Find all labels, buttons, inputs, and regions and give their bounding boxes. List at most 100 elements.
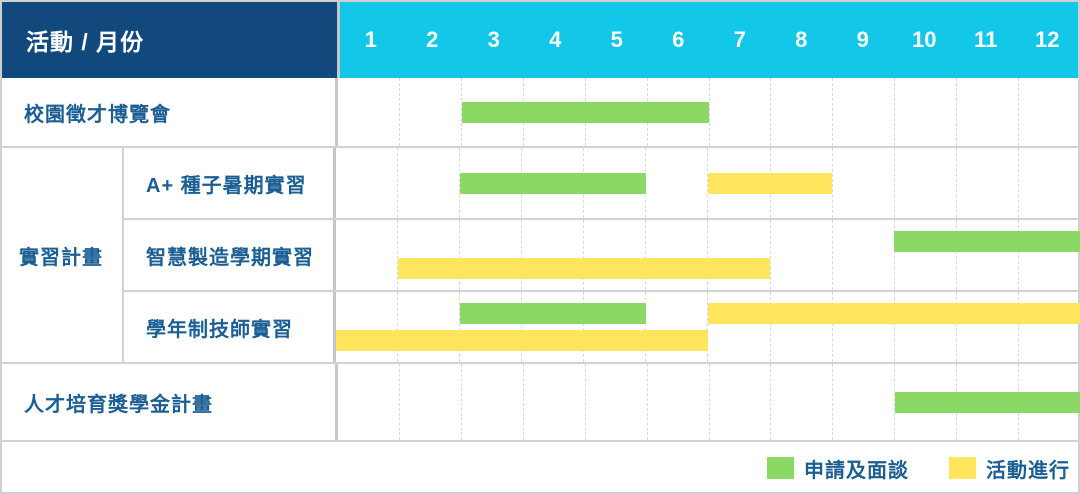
month-column: [522, 292, 585, 362]
month-column: [833, 148, 895, 218]
month-column: [833, 292, 895, 362]
month-column: [646, 292, 709, 362]
month-column: [710, 78, 772, 146]
month-header: 1 2 3 4 5 6 7 8 9 10 11 12: [340, 2, 1078, 78]
gantt-area-summer-internship: [336, 148, 1080, 218]
bar-lane: [336, 172, 1080, 194]
row-label-scholarship: 人才培育獎學金計畫: [0, 364, 338, 440]
month-label-4: 4: [549, 27, 562, 52]
month-column: [710, 364, 772, 440]
month-column: [398, 148, 461, 218]
month-column: [584, 292, 647, 362]
month-column: [398, 220, 461, 290]
month-label-12: 12: [1035, 27, 1060, 52]
row-campus-fair: 校園徵才博覽會: [0, 78, 1080, 148]
bar-lanes: [336, 292, 1080, 362]
bar-lane: [336, 303, 1080, 324]
legend-label-green: 申請及面談: [804, 459, 909, 482]
month-label-11: 11: [974, 27, 998, 52]
gantt-area-yearlong-internship: [336, 292, 1080, 362]
month-column: [708, 292, 771, 362]
month-column: [338, 78, 400, 146]
bar-lanes: [338, 78, 1080, 146]
month-label-3: 3: [487, 27, 500, 52]
corner-header-cell: 活動 / 月份: [2, 2, 340, 78]
bar-lanes: [336, 148, 1080, 218]
month-column: [336, 220, 399, 290]
row-semester-internship: 智慧製造學期實習: [124, 220, 1080, 292]
month-column: [771, 148, 833, 218]
month-label-10: 10: [912, 27, 937, 52]
bar-activity-ongoing: [336, 330, 708, 351]
bar-apply-interview: [894, 231, 1080, 252]
bar-apply-interview: [460, 303, 646, 324]
month-label-7: 7: [733, 27, 746, 52]
month-column: [400, 78, 462, 146]
month-label-2: 2: [426, 27, 439, 52]
month-column: [957, 148, 1019, 218]
bar-activity-ongoing: [398, 258, 770, 279]
month-column: [338, 364, 400, 440]
month-column: [895, 292, 957, 362]
chart-body: 校園徵才博覽會 實習計畫 A+ 種子暑期實習 智慧製造學期實習: [0, 78, 1080, 442]
gantt-area-campus-fair: [338, 78, 1080, 146]
month-label-1: 1: [364, 27, 377, 52]
month-column: [648, 364, 710, 440]
month-column: [336, 148, 399, 218]
bar-lane: [336, 330, 1080, 351]
month-label-5: 5: [610, 27, 623, 52]
month-column: [336, 292, 399, 362]
month-column: [957, 292, 1019, 362]
month-column: [460, 292, 523, 362]
month-gridlines: [336, 292, 1080, 362]
legend-row: 申請及面談 活動進行: [0, 442, 1080, 494]
month-column: [584, 220, 647, 290]
month-column: [462, 364, 524, 440]
month-column: [646, 148, 709, 218]
gantt-area-scholarship: [338, 364, 1080, 440]
month-label-8: 8: [795, 27, 808, 52]
group-label-internship: 實習計畫: [0, 148, 124, 364]
month-label-9: 9: [856, 27, 869, 52]
bar-activity-ongoing: [708, 303, 1080, 324]
legend-label-yellow: 活動進行: [986, 459, 1070, 482]
month-column: [398, 292, 461, 362]
month-column: [771, 364, 834, 440]
bar-apply-interview: [460, 172, 646, 194]
month-column: [957, 78, 1020, 146]
legend-item-green: 申請及面談: [767, 454, 909, 483]
month-column: [646, 220, 709, 290]
month-column: [460, 220, 523, 290]
legend-swatch-green: [767, 457, 794, 479]
month-label-6: 6: [672, 27, 685, 52]
bar-lane: [338, 101, 1080, 123]
row-label-campus-fair: 校園徵才博覽會: [0, 78, 338, 146]
month-column: [522, 220, 585, 290]
month-column: [895, 148, 957, 218]
month-column: [524, 364, 586, 440]
row-scholarship: 人才培育獎學金計畫: [0, 364, 1080, 442]
legend-swatch-yellow: [949, 457, 976, 479]
month-gridlines: [336, 220, 1080, 290]
bar-apply-interview: [461, 101, 709, 123]
bar-apply-interview: [894, 391, 1080, 413]
month-column: [771, 292, 833, 362]
group-internship-band: 實習計畫 A+ 種子暑期實習 智慧製造學期實習 學: [0, 148, 1080, 364]
month-column: [771, 220, 833, 290]
bar-lane: [336, 231, 1080, 252]
month-column: [586, 364, 648, 440]
row-label-summer-internship: A+ 種子暑期實習: [124, 148, 336, 218]
row-label-yearlong-internship: 學年制技師實習: [124, 292, 336, 362]
internship-subrows: A+ 種子暑期實習 智慧製造學期實習 學年制技師實習: [124, 148, 1080, 364]
month-column: [833, 220, 895, 290]
bar-lane: [338, 391, 1080, 413]
row-yearlong-internship: 學年制技師實習: [124, 292, 1080, 364]
bar-lane: [336, 258, 1080, 279]
row-summer-internship: A+ 種子暑期實習: [124, 148, 1080, 220]
row-label-semester-internship: 智慧製造學期實習: [124, 220, 336, 290]
month-column: [957, 220, 1019, 290]
corner-header-label: 活動 / 月份: [26, 29, 145, 55]
header-row: 活動 / 月份 1 2 3 4 5 6 7 8 9 10 11 12: [0, 0, 1080, 78]
month-column: [648, 78, 710, 146]
